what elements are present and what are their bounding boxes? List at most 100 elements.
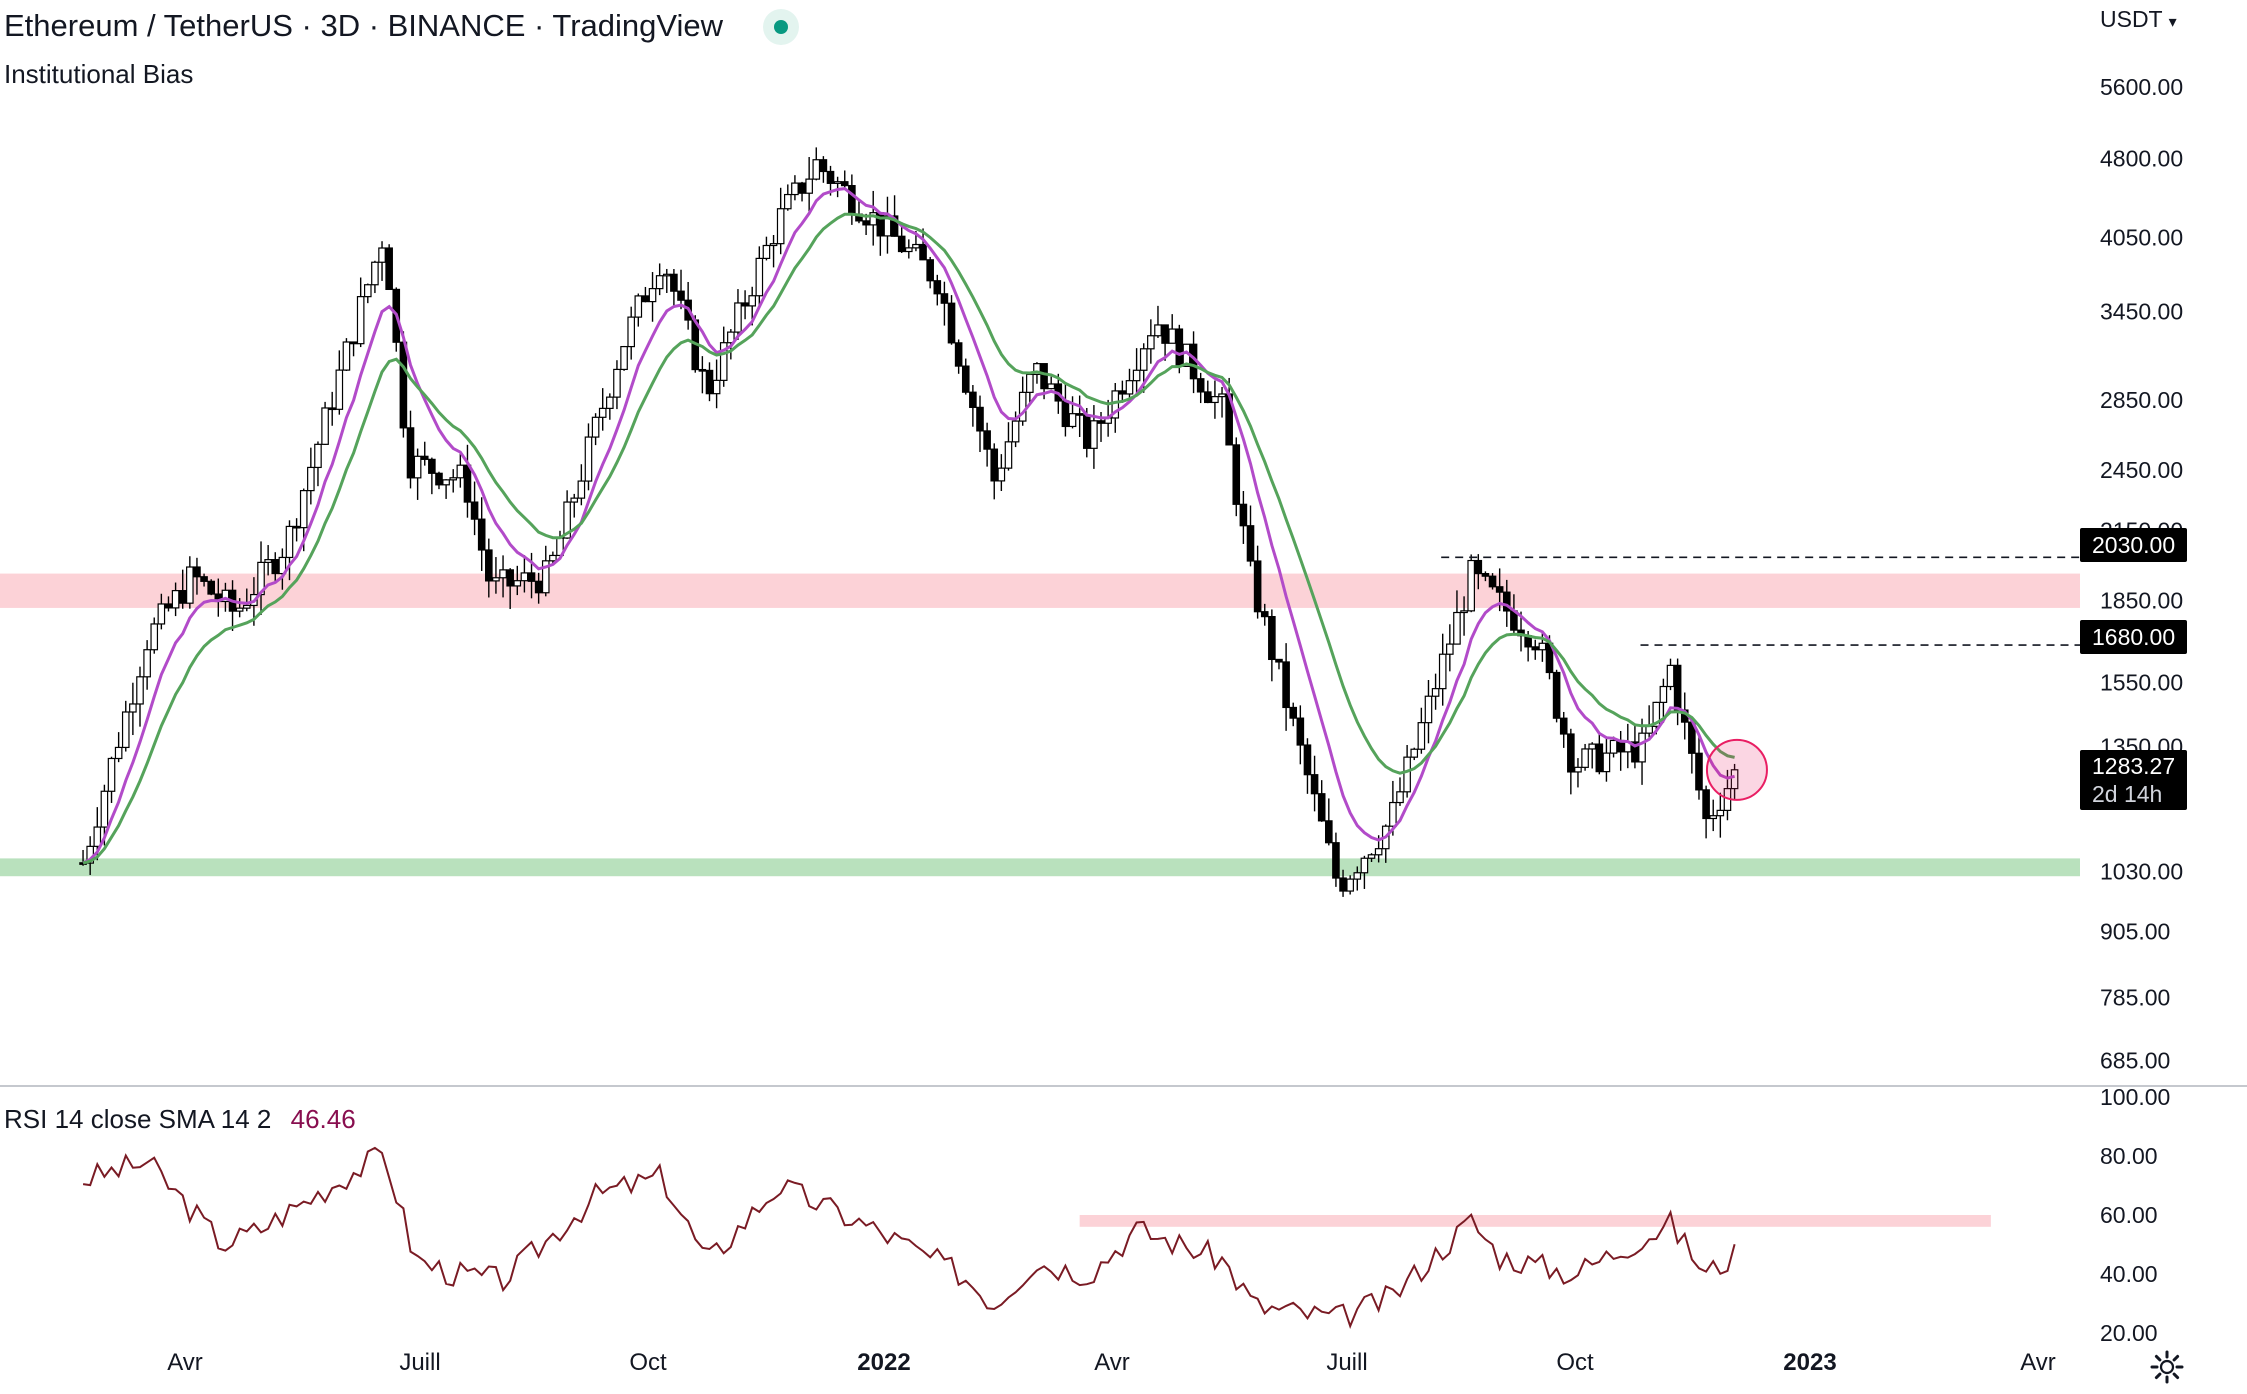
candle-body — [833, 181, 842, 184]
candle-body — [584, 436, 593, 482]
candle — [712, 359, 721, 409]
candle — [1396, 777, 1404, 806]
candle-body — [698, 368, 707, 372]
currency-selector[interactable]: USDT ▾ — [2100, 6, 2177, 33]
candle-body — [762, 244, 771, 259]
price-axis-label: 1030.00 — [2100, 859, 2183, 885]
candle-body — [1538, 642, 1547, 651]
candle — [1666, 658, 1675, 691]
rsi-legend-value: 46.46 — [290, 1104, 356, 1134]
candle — [1196, 372, 1205, 404]
candle — [164, 596, 173, 612]
candle — [1004, 422, 1013, 471]
candle-body — [848, 185, 856, 215]
price-axis-label: 3450.00 — [2100, 299, 2183, 325]
candle-body — [470, 501, 479, 520]
candle-body — [1431, 688, 1440, 697]
candle — [1438, 633, 1447, 706]
candle-body — [748, 295, 757, 307]
candle-body — [940, 293, 949, 304]
rsi-axis-label: 60.00 — [2100, 1202, 2158, 1228]
candle — [114, 732, 123, 763]
price-axis-label: 905.00 — [2100, 919, 2170, 945]
candle-body — [1389, 801, 1397, 827]
candle-body — [1673, 664, 1682, 711]
candle-body — [1666, 664, 1675, 688]
candle-body — [826, 170, 835, 184]
candle-body — [1460, 610, 1468, 614]
candle — [776, 187, 785, 255]
candle — [506, 568, 514, 610]
candle — [1168, 314, 1177, 344]
candle — [783, 184, 792, 211]
candle-body — [819, 159, 828, 173]
candle-body — [1438, 653, 1447, 690]
indicator-name-label[interactable]: Institutional Bias — [4, 59, 194, 89]
candle — [805, 157, 813, 213]
candle-body — [449, 477, 458, 481]
candle-body — [314, 443, 322, 469]
candle-body — [997, 467, 1006, 482]
candle-body — [655, 275, 664, 290]
current-price-value: 1283.27 — [2092, 753, 2176, 779]
gear-icon[interactable] — [2150, 1350, 2184, 1384]
candle-body — [513, 580, 522, 587]
candle-body — [1659, 685, 1668, 703]
candle — [670, 269, 678, 306]
candle-body — [620, 345, 628, 371]
candle-body — [1709, 815, 1718, 820]
candle-body — [1161, 324, 1169, 344]
candle-body — [1232, 444, 1241, 505]
candle-body — [677, 290, 685, 301]
candle-body — [371, 261, 379, 286]
candle — [1218, 387, 1226, 418]
rsi-pane: 100.00 80.00 60.00 40.00 20.00 — [0, 1084, 2247, 1346]
candle — [499, 555, 507, 598]
candle-body — [335, 369, 344, 410]
candle-body — [1631, 741, 1639, 763]
candle — [940, 281, 949, 326]
time-axis-label: Oct — [629, 1349, 667, 1376]
candle-body — [1139, 348, 1148, 371]
candle-body — [1289, 706, 1298, 719]
candle-body — [321, 407, 329, 445]
candle — [705, 362, 714, 402]
candle-body — [741, 302, 749, 307]
candle — [961, 358, 970, 395]
candle-body — [406, 427, 415, 479]
highlight-circle — [1705, 738, 1768, 801]
candle — [1695, 735, 1703, 800]
candle-body — [129, 703, 137, 713]
candle — [371, 260, 379, 294]
candle-body — [1246, 525, 1255, 562]
candle — [563, 490, 571, 539]
candle-body — [727, 331, 735, 344]
candle-body — [207, 580, 215, 595]
candle-body — [1502, 591, 1511, 612]
candle — [1289, 702, 1298, 727]
candle-body — [606, 396, 614, 409]
rsi-axis-label: 20.00 — [2100, 1320, 2158, 1346]
market-status-indicator[interactable] — [763, 9, 799, 45]
candle — [648, 272, 657, 322]
candle-body — [200, 576, 208, 582]
candle — [662, 268, 671, 294]
candle — [983, 422, 991, 467]
candle — [1253, 545, 1262, 619]
candle — [200, 573, 208, 587]
candle-body — [1033, 363, 1041, 376]
candle-body — [1218, 393, 1226, 398]
candle — [1268, 609, 1276, 682]
candle-body — [1645, 725, 1653, 734]
candle — [1118, 380, 1127, 403]
candle — [1488, 573, 1497, 590]
candle — [1431, 673, 1440, 710]
candle — [363, 283, 372, 304]
candle-body — [164, 603, 173, 609]
candle-body — [1716, 809, 1725, 817]
rsi-legend[interactable]: RSI 14 close SMA 14 2 46.46 — [4, 1104, 356, 1135]
candle — [186, 556, 194, 609]
candle-body — [435, 472, 443, 486]
